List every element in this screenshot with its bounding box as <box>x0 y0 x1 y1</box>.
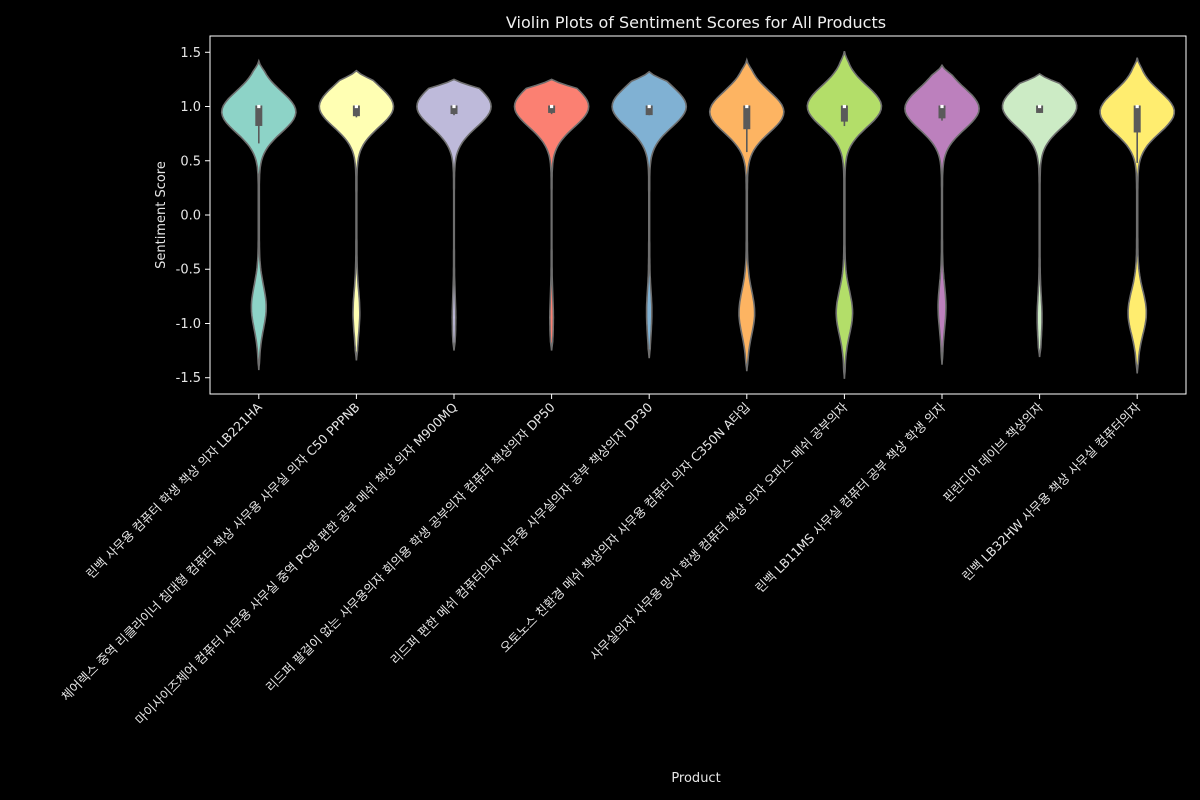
y-tick-label: 0.0 <box>180 209 201 224</box>
violin-body <box>611 70 688 359</box>
violin-median <box>842 104 846 109</box>
violin-median <box>745 104 749 109</box>
y-tick-label: 1.0 <box>180 100 201 115</box>
violin-iqr-box <box>352 105 360 117</box>
violin-iqr-box <box>1133 105 1141 133</box>
y-tick-label: -0.5 <box>176 263 201 278</box>
y-axis-label: Sentiment Score <box>154 161 169 269</box>
x-tick-label: 린백 사무용 컴퓨터 학생 책상 의자 LB221HA <box>83 399 265 581</box>
y-axis: 1.5 1.0 0.5 0.0 -0.5 -1.0 -1.5 <box>176 46 210 386</box>
violin-median <box>354 104 358 109</box>
violin-median <box>940 104 944 109</box>
y-tick-label: 0.5 <box>180 154 201 169</box>
violin-body <box>220 58 297 371</box>
x-tick-label: 린백 LB11MS 사무실 컴퓨터 공부 책상 학생 의자 <box>752 399 948 595</box>
violin-body <box>1001 73 1078 358</box>
violin-body <box>904 63 980 365</box>
plot-area <box>209 35 1187 395</box>
violin-iqr-box <box>645 105 653 116</box>
violin-body <box>416 78 492 351</box>
violin-body <box>318 69 395 361</box>
violin-median <box>1135 104 1139 109</box>
violin-median <box>452 104 456 109</box>
violin-body <box>513 78 590 351</box>
y-tick-label: 1.5 <box>180 46 201 61</box>
x-axis-label: Product <box>671 771 720 786</box>
violin-iqr-box <box>255 105 263 126</box>
violin-median <box>647 104 651 109</box>
x-tick-label: 린백 LB32HW 사무용 책상 사무실 컴퓨터의자 <box>959 399 1144 584</box>
violin-median <box>257 104 261 109</box>
violin-iqr-box <box>1036 105 1044 113</box>
violin-iqr-box <box>938 105 946 119</box>
x-tick-label: 핀란디아 데이브 책상의자 <box>940 399 1046 505</box>
violin-body <box>806 51 883 379</box>
violin-iqr-box <box>450 105 458 115</box>
violin-body <box>708 57 785 372</box>
violin-iqr-box <box>548 105 556 113</box>
x-tick-label: 마이사이즈체어 컴퓨터 사무용 사무실 중역 PC방 편한 공부 메쉬 책상 의… <box>132 399 460 727</box>
y-tick-label: -1.0 <box>176 317 201 332</box>
chart-title: Violin Plots of Sentiment Scores for All… <box>506 13 886 32</box>
violin-median <box>1038 104 1042 109</box>
violin-iqr-box <box>840 105 848 122</box>
violin-median <box>550 104 554 109</box>
violin-body <box>1099 57 1176 374</box>
violin-iqr-box <box>743 105 751 130</box>
y-tick-label: -1.5 <box>176 371 201 386</box>
